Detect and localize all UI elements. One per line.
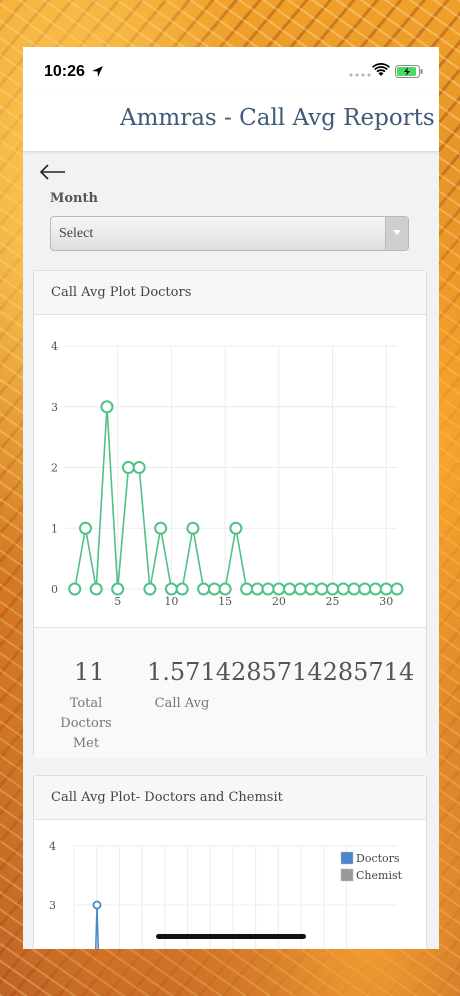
data-point	[315, 582, 329, 596]
data-point	[175, 582, 189, 596]
data-point	[89, 582, 103, 596]
card-header: Call Avg Plot- Doctors and Chemsit	[34, 776, 426, 820]
status-time: 10:26	[44, 63, 85, 80]
x-tick-label: 15	[218, 595, 232, 608]
total-doctors-label: Total Doctors Met	[46, 694, 126, 754]
back-arrow-icon[interactable]	[39, 163, 67, 181]
data-point	[240, 582, 254, 596]
series-line	[73, 406, 397, 590]
month-select[interactable]: Select	[50, 216, 409, 251]
page-title: Ammras - Call Avg Reports	[120, 105, 435, 131]
battery-charging-icon	[395, 65, 423, 78]
x-tick-label: 20	[272, 595, 286, 608]
x-tick-label: 5	[114, 595, 121, 608]
cellular-signal-icon	[349, 73, 371, 77]
y-tick-label: 2	[51, 462, 58, 475]
total-label-line2: Doctors Met	[60, 716, 112, 751]
data-point	[68, 582, 82, 596]
data-point	[250, 582, 264, 596]
data-point	[304, 582, 318, 596]
app-header: Ammras - Call Avg Reports	[23, 95, 439, 152]
data-point	[369, 582, 383, 596]
call-avg-label: Call Avg	[154, 696, 210, 711]
data-point	[92, 900, 102, 910]
data-point	[283, 582, 297, 596]
legend-swatch	[340, 868, 354, 882]
stats-panel: 11 1.5714285714285714 Total Doctors Met …	[34, 627, 426, 758]
x-tick-label: 30	[379, 595, 393, 608]
phone-screen: 10:26 Ammras - Call Avg Reports Month Se…	[23, 47, 439, 949]
x-tick-label: 10	[164, 595, 178, 608]
home-indicator[interactable]	[156, 934, 306, 939]
data-point	[100, 400, 114, 414]
y-tick-label: 3	[49, 899, 56, 912]
legend-label: Doctors	[356, 852, 400, 865]
select-dropdown-button[interactable]	[385, 217, 408, 250]
y-tick-label: 4	[51, 340, 58, 353]
month-select-value: Select	[59, 226, 94, 241]
data-point	[132, 461, 146, 474]
data-point	[143, 582, 157, 596]
call-avg-value: 1.5714285714285714	[147, 658, 415, 686]
data-point	[197, 582, 211, 596]
chevron-down-icon	[393, 230, 401, 235]
data-point	[326, 582, 340, 596]
data-point	[78, 521, 92, 535]
data-point	[379, 582, 393, 596]
y-tick-label: 4	[49, 840, 56, 853]
data-point	[207, 582, 221, 596]
doctors-chart-card: Call Avg Plot Doctors 0 1 2 3 4 5 10 15 20 25 30 1…	[33, 270, 427, 758]
data-point	[261, 582, 275, 596]
y-tick-label: 0	[51, 583, 58, 596]
total-doctors-value: 11	[74, 658, 105, 686]
series-line	[96, 904, 100, 949]
data-point	[111, 582, 125, 596]
month-label: Month	[50, 191, 98, 206]
legend-swatch	[340, 851, 354, 865]
card-header: Call Avg Plot Doctors	[34, 271, 426, 315]
doctors-chemist-line-chart: 3 4 Doctors Chemist	[49, 840, 403, 949]
doctors-chemist-chart-card: Call Avg Plot- Doctors and Chemsit 3 4 Doc…	[33, 775, 427, 949]
data-point	[229, 521, 243, 535]
y-tick-label: 1	[51, 522, 58, 535]
total-label-line1: Total	[69, 696, 103, 711]
legend-label: Chemist	[356, 869, 403, 882]
data-point	[293, 582, 307, 596]
x-tick-label: 25	[326, 595, 340, 608]
card-title: Call Avg Plot Doctors	[51, 285, 192, 300]
data-point	[358, 582, 372, 596]
data-point	[186, 521, 200, 535]
data-point	[336, 582, 350, 596]
card-title: Call Avg Plot- Doctors and Chemsit	[51, 790, 283, 805]
status-bar: 10:26	[23, 47, 439, 95]
data-point	[154, 521, 168, 535]
data-point	[121, 461, 135, 474]
data-point	[390, 582, 404, 596]
doctors-line-chart: 0 1 2 3 4 5 10 15 20 25 30	[51, 340, 404, 608]
y-tick-label: 3	[51, 401, 58, 414]
data-point	[272, 582, 286, 596]
location-arrow-icon	[92, 66, 103, 77]
data-point	[347, 582, 361, 596]
wifi-icon	[372, 63, 390, 76]
data-point	[164, 582, 178, 596]
data-point	[218, 582, 232, 596]
